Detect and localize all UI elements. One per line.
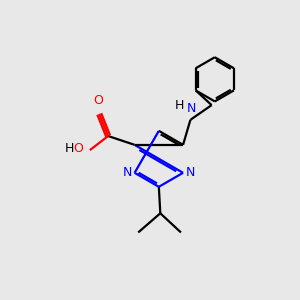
Text: H: H [175,99,184,112]
Text: N: N [122,166,132,179]
Text: O: O [93,94,103,107]
Text: O: O [74,142,83,155]
Text: N: N [186,166,195,179]
Text: N: N [187,102,196,116]
Text: H: H [64,142,74,155]
